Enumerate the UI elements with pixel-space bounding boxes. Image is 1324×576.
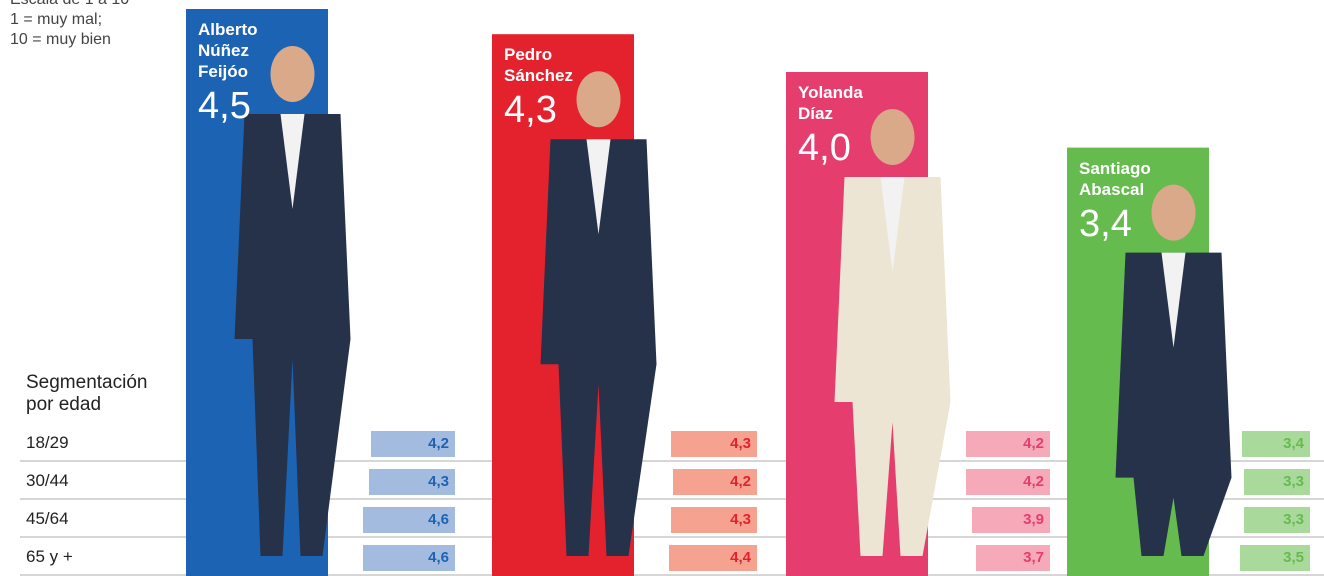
head	[1151, 184, 1196, 241]
value-label: 4,0	[798, 127, 851, 169]
body	[1115, 252, 1232, 556]
segment-bar	[976, 545, 1050, 571]
segment-value-label: 4,2	[730, 473, 751, 490]
shirt	[1161, 252, 1186, 348]
row-label: 18/29	[26, 433, 69, 452]
head	[870, 109, 915, 165]
scale-note: Escala de 1 a 10 1 = muy mal; 10 = muy b…	[10, 0, 129, 48]
shirt	[586, 139, 611, 235]
segment-bar	[1244, 507, 1310, 533]
value-label: 4,3	[504, 89, 557, 132]
segment-bar	[363, 507, 455, 533]
value-label: 3,4	[1079, 202, 1132, 245]
candidate-name: Yolanda Díaz	[798, 83, 863, 123]
shirt	[880, 177, 905, 272]
segment-bar	[1244, 469, 1310, 495]
body	[234, 114, 351, 556]
head	[576, 71, 621, 128]
body	[540, 139, 657, 556]
segment-value-label: 4,2	[1023, 473, 1044, 490]
person-figure	[1115, 184, 1232, 556]
segment-value-label: 3,4	[1283, 435, 1304, 452]
value-label: 4,5	[198, 85, 251, 127]
candidate-name: Alberto Núñez Feijóo	[198, 20, 258, 81]
segment-bar	[669, 545, 757, 571]
segment-bar	[1242, 431, 1310, 457]
segment-value-label: 3,7	[1023, 549, 1044, 566]
segment-value-label: 4,4	[730, 549, 751, 566]
segment-bar	[966, 469, 1050, 495]
segment-value-label: 4,6	[428, 549, 449, 566]
segment-bar	[363, 545, 455, 571]
person-figure	[234, 46, 351, 556]
segment-title: Segmentación por edad	[26, 372, 148, 415]
segment-value-label: 4,2	[428, 435, 449, 452]
row-label: 45/64	[26, 509, 69, 528]
segment-bar	[972, 507, 1050, 533]
segment-value-label: 4,3	[428, 473, 449, 490]
segment-value-label: 4,3	[730, 511, 751, 528]
segment-bar	[371, 431, 455, 457]
segment-value-label: 3,3	[1283, 473, 1304, 490]
candidate-name: Pedro Sánchez	[504, 45, 573, 86]
segment-value-label: 4,6	[428, 511, 449, 528]
segment-value-label: 4,2	[1023, 435, 1044, 452]
body	[834, 177, 951, 556]
row-label: 65 y +	[26, 547, 73, 566]
head	[270, 46, 315, 102]
segment-value-label: 3,5	[1283, 549, 1304, 566]
person-figure	[540, 71, 657, 556]
person-figure	[834, 109, 951, 556]
segment-value-label: 4,3	[730, 435, 751, 452]
segment-bar	[671, 507, 757, 533]
segment-bar	[369, 469, 455, 495]
segment-bar	[966, 431, 1050, 457]
segment-bar	[673, 469, 757, 495]
segment-bar	[671, 431, 757, 457]
segment-value-label: 3,9	[1023, 511, 1044, 528]
shirt	[280, 114, 305, 209]
segment-bar	[1240, 545, 1310, 571]
row-label: 30/44	[26, 471, 69, 490]
candidate-name: Santiago Abascal	[1079, 158, 1151, 199]
segment-value-label: 3,3	[1283, 511, 1304, 528]
